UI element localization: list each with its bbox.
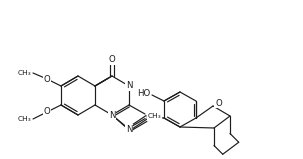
Text: O: O xyxy=(44,75,50,83)
Text: CH₃: CH₃ xyxy=(17,70,31,76)
Text: O: O xyxy=(44,107,50,117)
Text: O: O xyxy=(215,98,222,107)
Text: CH₃: CH₃ xyxy=(17,116,31,122)
Text: N: N xyxy=(126,82,132,90)
Text: N: N xyxy=(126,125,132,135)
Text: O: O xyxy=(108,55,115,65)
Text: N: N xyxy=(109,111,115,120)
Text: N: N xyxy=(126,124,132,134)
Text: HO: HO xyxy=(137,90,150,98)
Text: CH₃: CH₃ xyxy=(148,113,162,119)
